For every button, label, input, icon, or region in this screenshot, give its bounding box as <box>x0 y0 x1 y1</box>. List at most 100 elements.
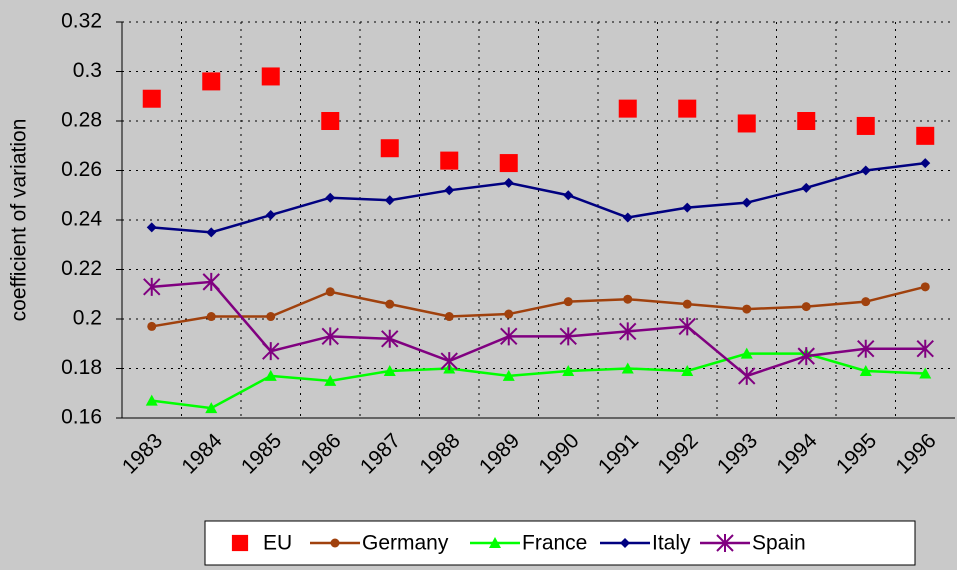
y-tick-label: 0.22 <box>61 257 102 280</box>
marker-circle <box>444 312 454 322</box>
marker-triangle <box>502 369 515 381</box>
marker-square <box>797 112 816 130</box>
marker-triangle <box>205 402 218 414</box>
marker-diamond <box>741 197 752 208</box>
marker-diamond <box>920 158 931 169</box>
marker-circle <box>861 297 871 307</box>
legend-marker <box>489 537 501 548</box>
marker-circle <box>325 287 335 297</box>
marker-diamond <box>503 177 514 188</box>
marker-star <box>559 327 577 346</box>
marker-triangle <box>324 374 337 386</box>
marker-star <box>619 322 637 341</box>
series-line <box>151 161 926 234</box>
legend-label: Italy <box>652 532 691 555</box>
marker-circle <box>266 312 276 322</box>
marker-diamond <box>325 192 336 203</box>
marker-circle <box>801 302 811 312</box>
marker-triangle <box>740 347 753 359</box>
x-tick-label: 1995 <box>832 429 881 478</box>
x-tick-label: 1996 <box>891 429 940 478</box>
x-tick-label: 1984 <box>177 429 227 479</box>
marker-square <box>916 126 935 145</box>
x-tick-label: 1985 <box>237 429 286 478</box>
marker-triangle <box>919 367 932 379</box>
x-tick-label: 1990 <box>534 429 583 478</box>
marker-circle <box>563 297 573 307</box>
x-tick-label: 1987 <box>356 429 405 478</box>
marker-circle <box>504 309 514 319</box>
marker-star <box>500 327 518 346</box>
legend-label: EU <box>263 532 292 555</box>
series-line <box>151 285 926 328</box>
marker-circle <box>682 299 692 309</box>
legend-marker <box>330 538 340 548</box>
y-tick-label: 0.2 <box>73 307 102 330</box>
marker-star <box>678 317 696 336</box>
x-tick-label: 1983 <box>118 429 167 478</box>
marker-diamond <box>682 202 693 213</box>
x-tick-label: 1989 <box>475 429 524 478</box>
marker-circle <box>623 294 633 304</box>
marker-triangle <box>681 364 694 376</box>
y-tick-label: 0.3 <box>73 59 102 82</box>
marker-square <box>202 72 221 91</box>
marker-diamond <box>146 222 157 233</box>
legend-marker <box>620 538 630 548</box>
marker-triangle <box>562 364 575 376</box>
x-tick-label: 1991 <box>594 429 643 478</box>
x-tick-label: 1988 <box>415 429 464 478</box>
legend-label: France <box>522 532 587 555</box>
y-tick-label: 0.28 <box>61 109 102 132</box>
marker-star <box>797 347 815 366</box>
marker-square <box>856 116 875 135</box>
marker-diamond <box>265 210 276 221</box>
marker-star <box>857 339 875 358</box>
marker-star <box>916 339 934 358</box>
y-tick-label: 0.18 <box>61 356 102 379</box>
marker-star <box>202 272 220 291</box>
marker-square <box>618 99 637 118</box>
marker-star <box>143 277 161 296</box>
marker-triangle <box>145 394 158 406</box>
y-tick-label: 0.26 <box>61 158 102 181</box>
legend-label: Germany <box>362 532 449 555</box>
series-line <box>151 352 926 410</box>
x-tick-label: 1993 <box>713 429 762 478</box>
x-tick-label: 1992 <box>653 429 702 478</box>
marker-star <box>381 329 399 348</box>
marker-triangle <box>264 369 277 381</box>
y-tick-label: 0.32 <box>61 10 102 33</box>
marker-diamond <box>622 212 633 223</box>
marker-circle <box>742 304 752 314</box>
y-axis-label: coefficient of variation <box>8 119 31 322</box>
marker-diamond <box>801 182 812 193</box>
marker-triangle <box>859 364 872 376</box>
marker-circle <box>147 321 157 331</box>
marker-square <box>142 89 161 108</box>
x-tick-label: 1986 <box>296 429 345 478</box>
marker-diamond <box>206 227 217 238</box>
y-tick-label: 0.24 <box>61 208 102 231</box>
marker-square <box>380 139 399 158</box>
series-line <box>151 280 926 378</box>
marker-diamond <box>563 190 574 201</box>
y-tick-label: 0.16 <box>61 406 102 429</box>
marker-square <box>261 67 280 86</box>
marker-circle <box>920 282 930 292</box>
x-tick-label: 1994 <box>772 429 822 479</box>
marker-star <box>321 327 339 346</box>
marker-square <box>737 114 756 133</box>
marker-diamond <box>444 185 455 196</box>
marker-diamond <box>860 165 871 176</box>
marker-star <box>738 366 756 385</box>
legend-label: Spain <box>752 532 806 555</box>
marker-triangle <box>383 364 396 376</box>
marker-star <box>262 342 280 361</box>
marker-circle <box>385 299 395 309</box>
legend-marker <box>716 534 734 552</box>
marker-diamond <box>384 195 395 206</box>
marker-triangle <box>621 362 634 374</box>
marker-square <box>440 151 459 170</box>
